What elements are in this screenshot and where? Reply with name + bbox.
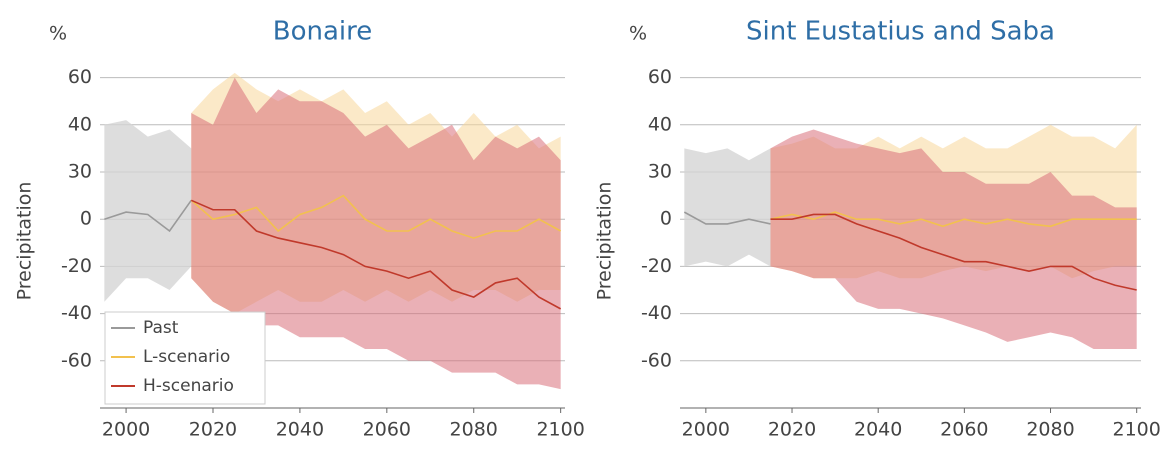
- y-tick-label: -40: [641, 302, 672, 324]
- legend-label: L-scenario: [143, 347, 230, 367]
- x-tick-label: 2040: [276, 419, 324, 441]
- x-tick-label: 2060: [363, 419, 411, 441]
- line: [190, 199, 562, 310]
- x-tick-label: 2020: [189, 419, 237, 441]
- legend-label: Past: [143, 318, 179, 338]
- y-axis-label: Precipitation: [594, 182, 616, 301]
- y-tick-label: 40: [68, 113, 92, 135]
- y-tick-label: 30: [648, 161, 672, 183]
- line: [683, 211, 771, 225]
- x-tick-label: 2040: [854, 419, 902, 441]
- x-tick-label: 2020: [768, 419, 816, 441]
- x-tick-label: 2060: [940, 419, 988, 441]
- unit-label: %: [629, 23, 647, 45]
- band: [684, 148, 771, 267]
- x-tick-label: 2100: [536, 419, 584, 441]
- line: [190, 194, 562, 239]
- y-tick-label: 0: [80, 208, 92, 230]
- y-tick-label: 60: [68, 66, 92, 88]
- x-tick-label: 2000: [102, 419, 150, 441]
- band: [104, 120, 192, 302]
- y-tick-label: -20: [61, 255, 92, 277]
- y-tick-label: -20: [641, 255, 672, 277]
- chart-title: Bonaire: [273, 17, 373, 47]
- y-tick-label: 40: [648, 113, 672, 135]
- x-tick-label: 2100: [1113, 419, 1161, 441]
- legend-label: H-scenario: [143, 376, 234, 396]
- y-axis-label: Precipitation: [14, 182, 36, 301]
- band: [191, 77, 561, 390]
- y-tick-label: 30: [68, 161, 92, 183]
- y-tick-label: -60: [61, 349, 92, 371]
- x-tick-label: 2080: [450, 419, 498, 441]
- x-tick-label: 2000: [682, 419, 730, 441]
- y-tick-label: -60: [641, 349, 672, 371]
- y-tick-label: 0: [660, 208, 672, 230]
- band: [770, 129, 1137, 349]
- line: [770, 213, 1137, 291]
- chart-title: Sint Eustatius and Saba: [746, 17, 1055, 47]
- line: [770, 211, 1137, 228]
- x-tick-label: 2080: [1026, 419, 1074, 441]
- y-tick-label: 60: [648, 66, 672, 88]
- line: [104, 199, 192, 233]
- y-tick-label: -40: [61, 302, 92, 324]
- unit-label: %: [49, 23, 67, 45]
